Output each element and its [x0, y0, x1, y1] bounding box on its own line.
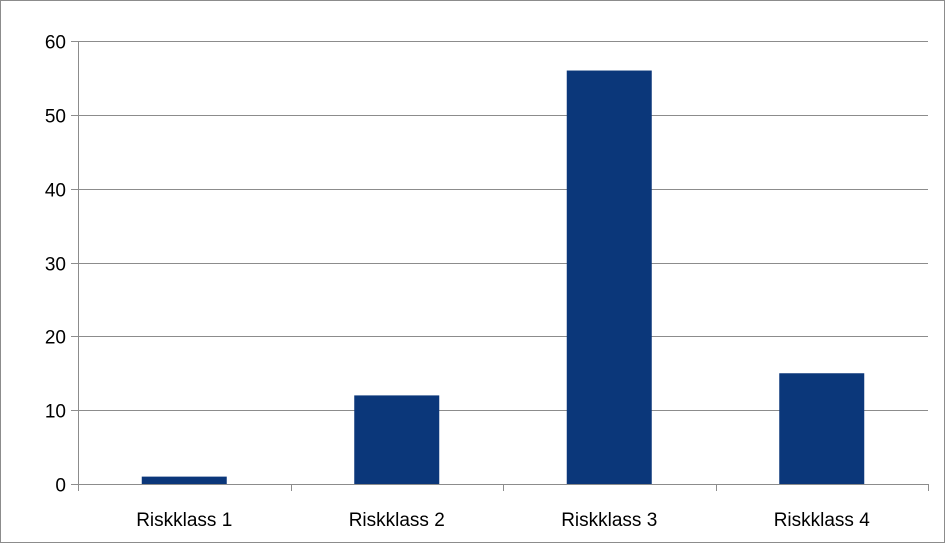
y-tick-label-40: 40	[45, 181, 66, 202]
y-tick-label-30: 30	[45, 255, 66, 276]
y-tick-label-60: 60	[45, 33, 66, 54]
x-tick-label-2: Riskklass 2	[349, 510, 445, 531]
y-tick-label-50: 50	[45, 107, 66, 128]
y-tick-label-20: 20	[45, 328, 66, 349]
bar-2	[354, 395, 440, 484]
x-tick-label-3: Riskklass 3	[561, 510, 657, 531]
tick-labels: 0 10 20 30 40 50 60 Riskklass 1 Riskklass 2 Riskk…	[45, 33, 870, 532]
x-tick-label-1: Riskklass 1	[136, 510, 232, 531]
y-tick-label-0: 0	[55, 476, 66, 497]
bars	[141, 70, 865, 485]
x-tick-label-4: Riskklass 4	[774, 510, 871, 531]
y-tick-label-10: 10	[45, 402, 66, 423]
axes	[71, 41, 929, 491]
bar-4	[779, 373, 865, 484]
bar-1	[141, 476, 227, 484]
bar-3	[566, 70, 652, 485]
